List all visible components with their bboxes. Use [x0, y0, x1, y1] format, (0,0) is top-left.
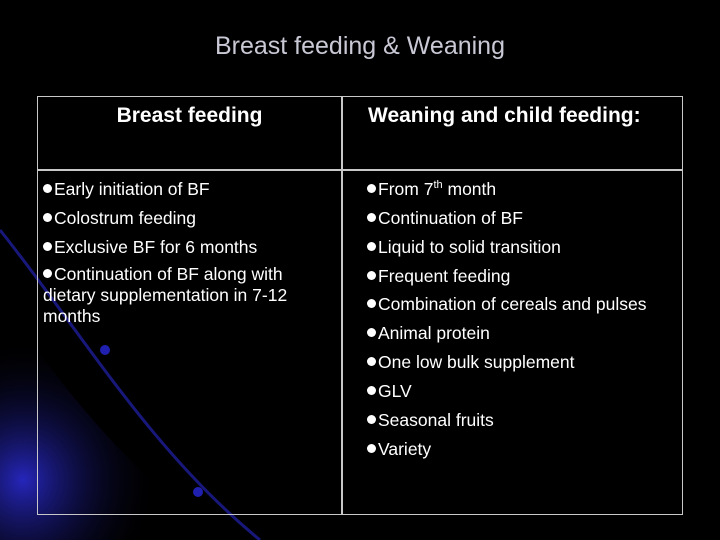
list-item: One low bulk supplement: [367, 350, 667, 374]
comparison-table: Breast feeding Weaning and child feeding…: [37, 96, 683, 515]
list-item: Continuation of BF along with dietary su…: [43, 264, 288, 326]
bullet-icon: [367, 184, 376, 193]
bullet-icon: [367, 242, 376, 251]
list-item: Liquid to solid transition: [367, 235, 667, 259]
bullet-icon: [43, 242, 52, 251]
breast-feeding-list: Early initiation of BF Colostrum feeding…: [43, 177, 335, 332]
weaning-list: From 7th month Continuation of BF Liquid…: [367, 177, 667, 466]
list-item: Seasonal fruits: [367, 408, 667, 432]
list-item: Combination of cereals and pulses: [367, 293, 667, 316]
bullet-icon: [367, 357, 376, 366]
bullet-icon: [367, 299, 376, 308]
bullet-icon: [43, 213, 52, 222]
slide-title: Breast feeding & Weaning: [214, 32, 505, 60]
bullet-icon: [367, 271, 376, 280]
column-header-breast-feeding: Breast feeding: [116, 104, 263, 127]
list-item: Frequent feeding: [367, 264, 667, 288]
list-item: Variety: [367, 437, 667, 461]
bullet-icon: [367, 444, 376, 453]
bullet-icon: [43, 184, 52, 193]
list-item: Colostrum feeding: [43, 206, 335, 230]
decor-dot: [100, 345, 110, 355]
column-header-weaning: Weaning and child feeding:: [368, 104, 641, 127]
list-item: GLV: [367, 379, 667, 403]
list-item: Animal protein: [367, 321, 667, 345]
bullet-icon: [43, 269, 52, 278]
bullet-icon: [367, 386, 376, 395]
list-item: From 7th month: [367, 177, 667, 201]
list-item: Early initiation of BF: [43, 177, 335, 201]
column-divider: [341, 97, 343, 514]
bullet-icon: [367, 415, 376, 424]
list-item: Exclusive BF for 6 months: [43, 235, 335, 259]
list-item: Continuation of BF: [367, 206, 667, 230]
decor-dot: [193, 487, 203, 497]
bullet-icon: [367, 328, 376, 337]
bullet-icon: [367, 213, 376, 222]
header-divider: [38, 169, 682, 171]
